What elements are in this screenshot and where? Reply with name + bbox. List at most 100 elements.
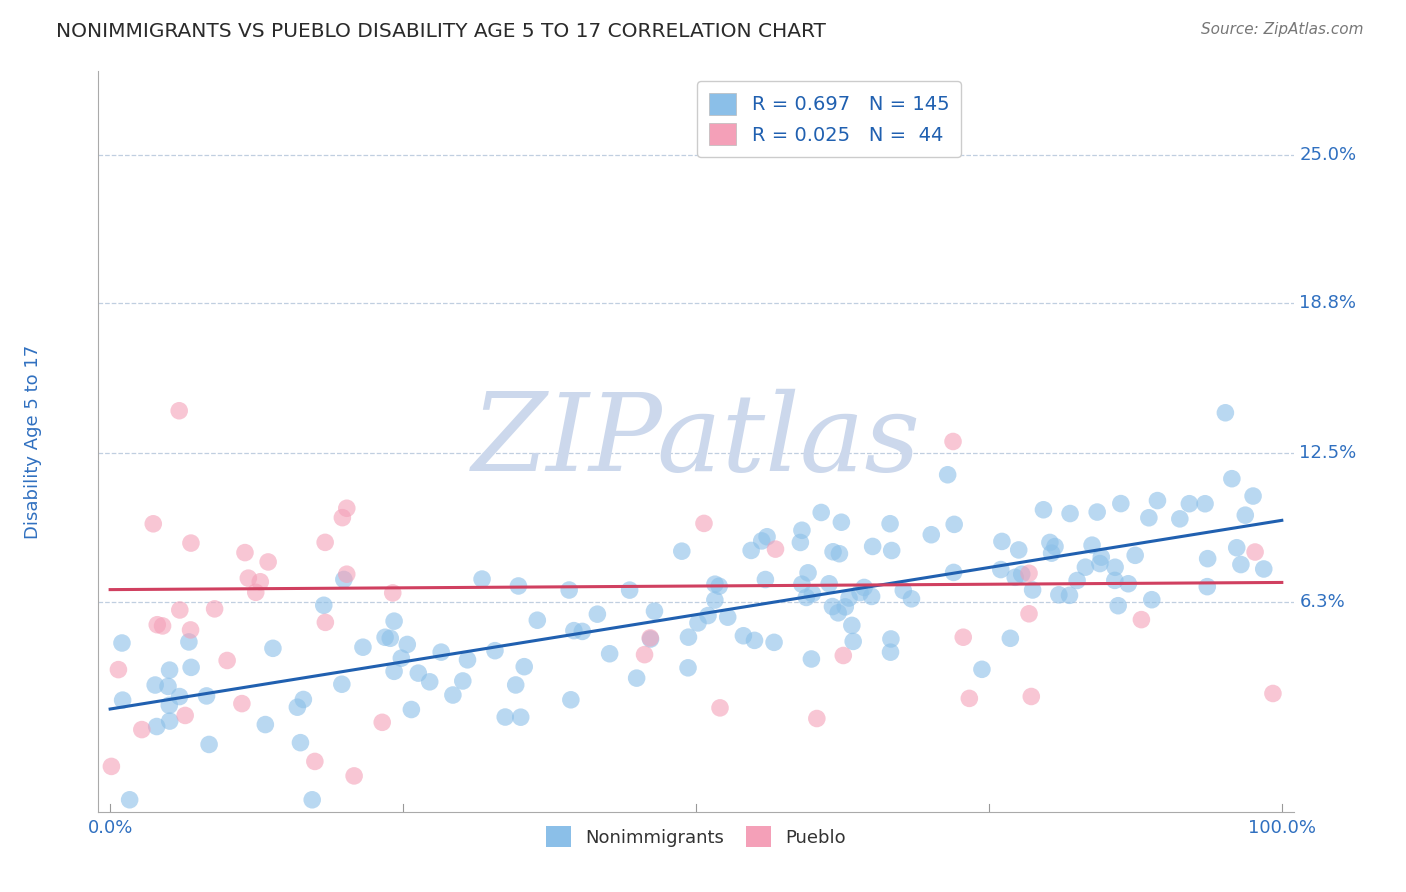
Point [1261, 686, 1284, 700]
Point [640, 632, 662, 646]
Point [832, 648, 855, 663]
Point [827, 606, 849, 620]
Point [336, 501, 359, 516]
Point [333, 573, 356, 587]
Point [638, 631, 661, 645]
Point [693, 516, 716, 531]
Point [1197, 580, 1219, 594]
Text: NONIMMIGRANTS VS PUEBLO DISABILITY AGE 5 TO 17 CORRELATION CHART: NONIMMIGRANTS VS PUEBLO DISABILITY AGE 5… [56, 22, 827, 41]
Point [1220, 472, 1243, 486]
Point [1226, 541, 1249, 555]
Point [849, 585, 872, 599]
Point [765, 542, 787, 557]
Point [1008, 543, 1031, 558]
Point [1074, 560, 1097, 574]
Point [879, 516, 901, 531]
Point [891, 583, 914, 598]
Point [1019, 690, 1042, 704]
Point [292, 692, 315, 706]
Point [821, 545, 844, 559]
Text: 6.3%: 6.3% [1299, 592, 1346, 610]
Point [1004, 570, 1026, 584]
Point [810, 506, 832, 520]
Point [751, 533, 773, 548]
Point [970, 662, 993, 676]
Point [142, 516, 165, 531]
Point [131, 723, 153, 737]
Point [991, 534, 1014, 549]
Point [441, 688, 464, 702]
Point [733, 629, 755, 643]
Point [371, 715, 394, 730]
Point [571, 624, 593, 639]
Point [686, 615, 709, 630]
Point [374, 630, 396, 644]
Point [262, 641, 284, 656]
Point [853, 581, 876, 595]
Point [457, 653, 479, 667]
Point [177, 635, 200, 649]
Point [952, 630, 974, 644]
Point [900, 591, 922, 606]
Point [920, 527, 942, 541]
Point [180, 623, 202, 637]
Point [879, 645, 901, 659]
Text: ZIPatlas: ZIPatlas [471, 389, 921, 494]
Text: 25.0%: 25.0% [1299, 146, 1357, 164]
Point [789, 535, 811, 549]
Point [419, 674, 441, 689]
Point [118, 793, 141, 807]
Point [740, 543, 762, 558]
Point [330, 677, 353, 691]
Point [290, 736, 312, 750]
Point [100, 759, 122, 773]
Point [312, 599, 335, 613]
Point [806, 712, 828, 726]
Point [1085, 505, 1108, 519]
Point [841, 618, 863, 632]
Text: Disability Age 5 to 17: Disability Age 5 to 17 [24, 344, 42, 539]
Text: 0.0%: 0.0% [87, 819, 132, 837]
Point [180, 536, 202, 550]
Point [167, 403, 190, 417]
Point [821, 599, 844, 614]
Point [1168, 512, 1191, 526]
Point [332, 510, 354, 524]
Point [1137, 510, 1160, 524]
Point [254, 717, 277, 731]
Point [794, 591, 817, 605]
Point [1107, 599, 1129, 613]
Point [860, 590, 883, 604]
Point [626, 671, 648, 685]
Point [217, 653, 239, 667]
Point [943, 517, 966, 532]
Point [1021, 582, 1043, 597]
Point [1116, 576, 1139, 591]
Point [180, 660, 202, 674]
Point [1040, 546, 1063, 560]
Point [352, 640, 374, 655]
Point [1140, 592, 1163, 607]
Point [513, 659, 536, 673]
Point [508, 579, 530, 593]
Point [107, 663, 129, 677]
Point [343, 769, 366, 783]
Point [1104, 560, 1126, 574]
Point [942, 434, 965, 449]
Point [709, 701, 731, 715]
Point [157, 679, 180, 693]
Point [1194, 497, 1216, 511]
Point [1018, 566, 1040, 581]
Point [526, 613, 548, 627]
Point [697, 608, 720, 623]
Point [1104, 574, 1126, 588]
Point [146, 617, 169, 632]
Point [233, 546, 256, 560]
Point [505, 678, 527, 692]
Point [1088, 557, 1111, 571]
Point [1178, 497, 1201, 511]
Point [451, 673, 474, 688]
Point [389, 651, 412, 665]
Point [1109, 497, 1132, 511]
Point [430, 645, 453, 659]
